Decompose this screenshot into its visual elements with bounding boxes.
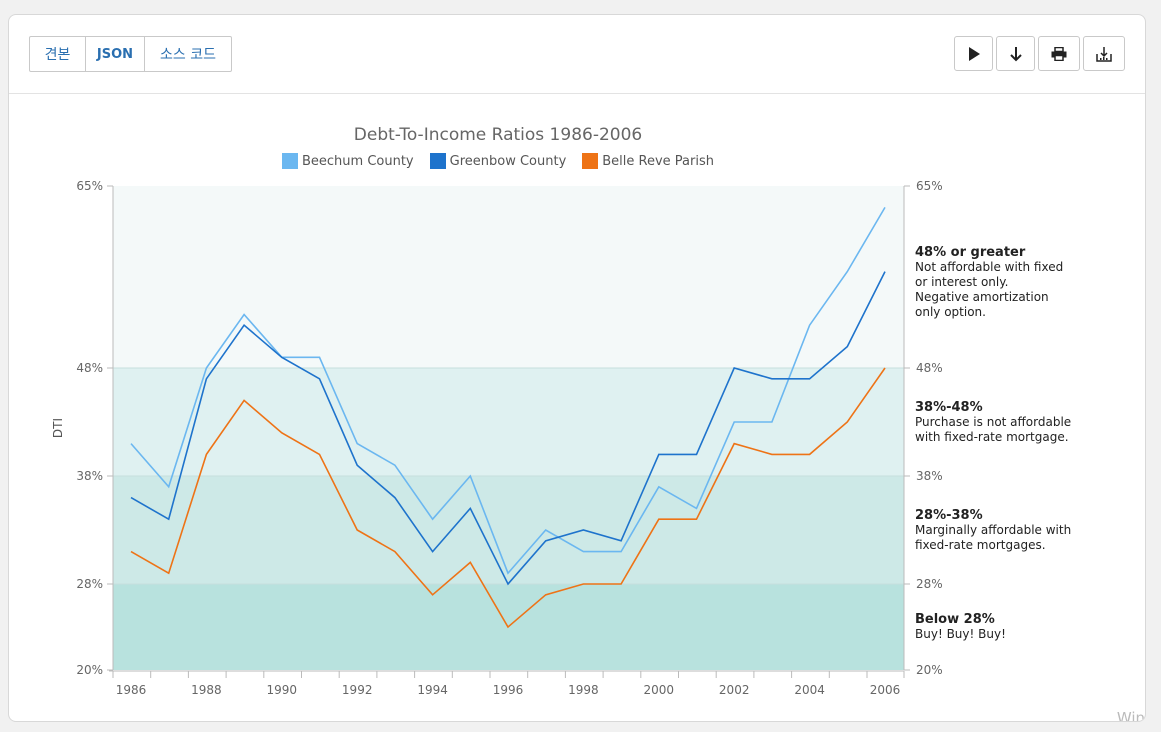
toolbar: 견본 JSON 소스 코드 xyxy=(9,15,1145,94)
y-tick-label-left: 65% xyxy=(76,179,103,193)
y-tick-label-left: 38% xyxy=(76,469,103,483)
y-tick-label-left: 28% xyxy=(76,577,103,591)
series-line-1 xyxy=(130,271,886,586)
download-button[interactable] xyxy=(996,36,1035,71)
play-icon xyxy=(968,46,980,61)
export-button[interactable] xyxy=(1083,36,1125,71)
y-tick-label-left: 20% xyxy=(76,663,103,677)
x-tick-label: 1992 xyxy=(342,683,373,697)
series-line-0 xyxy=(130,206,886,575)
y-tick-label-right: 28% xyxy=(916,577,943,591)
print-icon xyxy=(1051,46,1067,61)
x-tick-label: 1998 xyxy=(568,683,599,697)
y-tick-label-right: 38% xyxy=(916,469,943,483)
action-buttons xyxy=(954,36,1125,71)
x-tick-label: 2002 xyxy=(719,683,750,697)
x-tick-label: 2000 xyxy=(644,683,675,697)
download-arrow-icon xyxy=(1009,46,1022,61)
x-tick-label: 2004 xyxy=(794,683,825,697)
export-icon xyxy=(1096,46,1112,62)
view-tabs: 견본 JSON 소스 코드 xyxy=(29,36,232,72)
chart-area: Debt-To-Income Ratios 1986-2006 Beechum … xyxy=(9,15,1145,721)
watermark: Win xyxy=(1116,709,1145,722)
chart-card: 견본 JSON 소스 코드 Debt-To-Income Ratios 1986… xyxy=(8,14,1146,722)
band-1 xyxy=(113,368,904,476)
x-tick-label: 1986 xyxy=(116,683,147,697)
y-tick-label-left: 48% xyxy=(76,361,103,375)
play-button[interactable] xyxy=(954,36,993,71)
tab-source-code[interactable]: 소스 코드 xyxy=(144,37,231,71)
x-tick-label: 1990 xyxy=(267,683,298,697)
x-tick-label: 2006 xyxy=(870,683,901,697)
y-tick-label-right: 20% xyxy=(916,663,943,677)
plot-svg: 20% 20% 28% 28% 38% 38% 48% 48% 65% 65% 1986 1988 19… xyxy=(76,179,943,697)
x-tick-label: 1988 xyxy=(191,683,222,697)
print-button[interactable] xyxy=(1038,36,1080,71)
tab-json[interactable]: JSON xyxy=(85,37,144,71)
y-tick-label-right: 65% xyxy=(916,179,943,193)
band-0 xyxy=(113,186,904,368)
x-tick-label: 1996 xyxy=(493,683,524,697)
series-line-2 xyxy=(130,367,886,629)
y-tick-label-right: 48% xyxy=(916,361,943,375)
tab-sample[interactable]: 견본 xyxy=(44,47,71,63)
band-2 xyxy=(113,476,904,584)
x-tick-label: 1994 xyxy=(417,683,448,697)
